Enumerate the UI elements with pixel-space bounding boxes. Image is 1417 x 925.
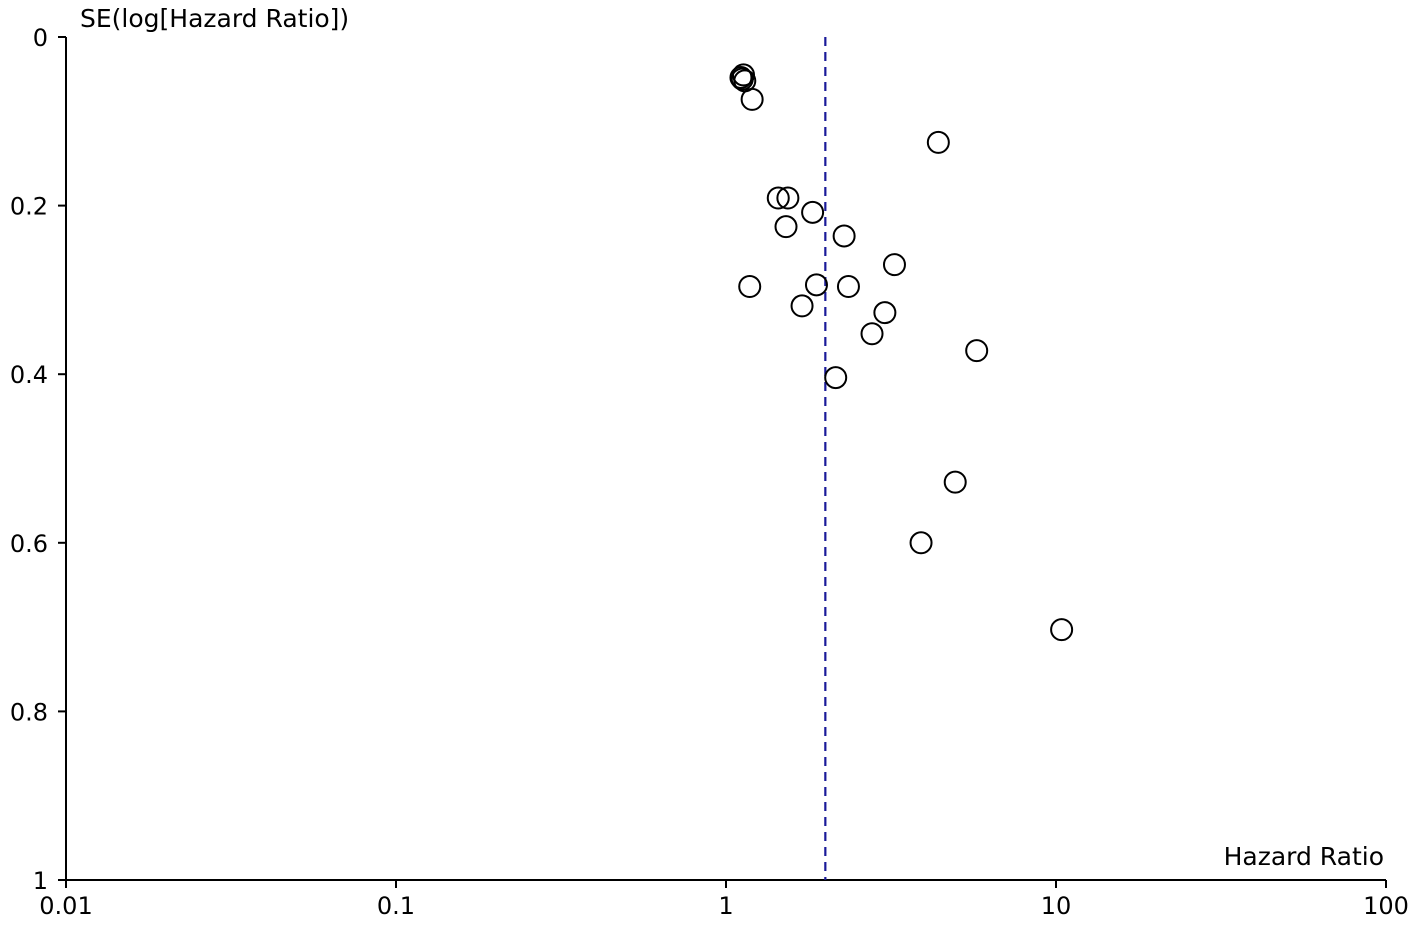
x-tick-label: 10 [1041, 892, 1072, 920]
study-point [738, 275, 762, 299]
study-point [926, 130, 950, 154]
x-axis-title: Hazard Ratio [1224, 842, 1384, 871]
study-point [729, 65, 753, 89]
axes [65, 37, 1386, 881]
study-point [860, 322, 884, 346]
study-point [824, 366, 848, 390]
study-point [766, 186, 790, 210]
study-point [774, 215, 798, 239]
x-tick-label: 0.1 [377, 892, 415, 920]
y-tick-label: 0.4 [10, 361, 48, 389]
study-point [965, 339, 989, 363]
study-point [730, 67, 754, 91]
y-axis-title: SE(log[Hazard Ratio]) [80, 4, 349, 33]
y-tick-label: 0.2 [10, 193, 48, 221]
y-tick-label: 0 [33, 24, 48, 52]
study-point [1050, 618, 1074, 642]
y-tick-label: 1 [33, 867, 48, 895]
study-point [909, 531, 933, 555]
y-tick-label: 0.6 [10, 530, 48, 558]
x-tick-label: 1 [718, 892, 733, 920]
study-point [873, 301, 897, 325]
study-point [801, 200, 825, 224]
x-tick-label: 0.01 [39, 892, 92, 920]
x-tick-label: 100 [1363, 892, 1409, 920]
study-point [740, 87, 764, 111]
x-axis-ticks: 0.01 0.1 1 10 100 [39, 880, 1409, 920]
y-axis-ticks: 0 0.2 0.4 0.6 0.8 1 [10, 24, 66, 895]
study-point [882, 253, 906, 277]
study-point [832, 224, 856, 248]
y-tick-label: 0.8 [10, 698, 48, 726]
study-point [776, 186, 800, 210]
study-point [804, 273, 828, 297]
data-points [729, 63, 1074, 642]
study-point [836, 275, 860, 299]
study-point [943, 470, 967, 494]
study-point [790, 294, 814, 318]
